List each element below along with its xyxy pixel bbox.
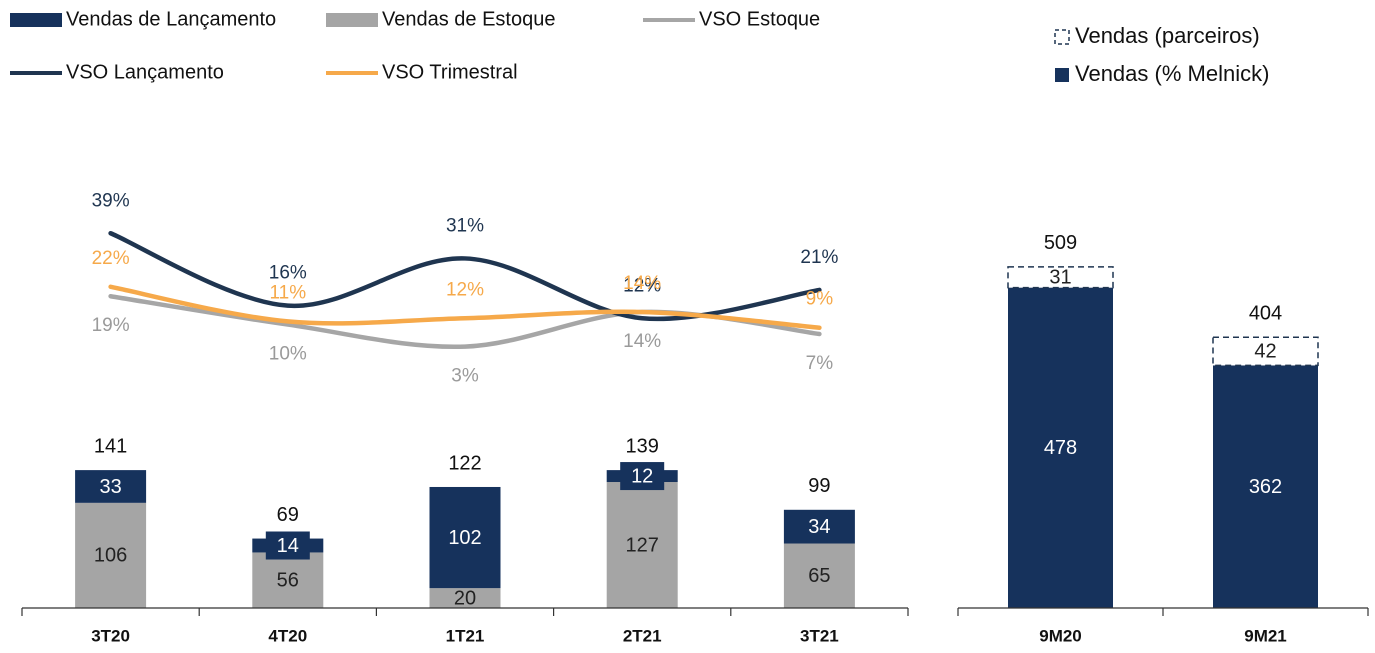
legend-label: VSO Trimestral [382, 61, 518, 83]
legend-label: Vendas de Estoque [382, 8, 555, 30]
line-label: 7% [806, 353, 834, 374]
total-label: 122 [448, 452, 481, 474]
data-label: 106 [94, 545, 127, 567]
data-label: 34 [808, 516, 830, 538]
bar-segment [429, 588, 501, 608]
x-tick-label: 4T20 [268, 626, 307, 645]
line-label: 21% [800, 247, 838, 268]
x-tick-label: 2T21 [623, 626, 662, 645]
line-label: 14% [623, 273, 661, 294]
line-series [108, 293, 822, 350]
data-label: 33 [99, 476, 121, 498]
data-label: 478 [1044, 437, 1077, 459]
line-label: 22% [92, 248, 130, 269]
data-label: 42 [1254, 341, 1276, 363]
data-label: 14 [277, 535, 299, 557]
legend-label: VSO Estoque [699, 8, 820, 30]
x-tick-label: 3T20 [91, 626, 130, 645]
line-label: 12% [446, 279, 484, 300]
x-tick-label: 9M20 [1039, 626, 1082, 645]
line-series [108, 284, 822, 330]
data-label: 12 [631, 465, 653, 487]
data-label: 31 [1049, 267, 1071, 289]
line-label: 10% [269, 344, 307, 365]
legend-label: VSO Lançamento [66, 61, 224, 83]
bar-segment [75, 502, 147, 608]
line-label: 19% [92, 315, 130, 336]
bar-segment [783, 509, 855, 544]
data-label: 65 [808, 565, 830, 587]
legend-label: Vendas de Lançamento [66, 8, 276, 30]
data-label: 56 [277, 570, 299, 592]
legend-label: Vendas (% Melnick) [1075, 61, 1269, 86]
bar-segment [75, 470, 147, 503]
legend-swatch [326, 13, 378, 27]
bar-segment [1213, 365, 1318, 608]
legend-swatch [1055, 68, 1069, 82]
bar-segment [783, 543, 855, 608]
data-label: 362 [1249, 476, 1282, 498]
x-tick-label: 3T21 [800, 626, 839, 645]
total-label: 69 [277, 504, 299, 526]
x-tick-label: 9M21 [1244, 626, 1287, 645]
total-label: 509 [1044, 232, 1077, 254]
legend-swatch [1054, 29, 1070, 45]
line-label: 11% [269, 282, 306, 303]
bar-segment [1008, 287, 1113, 608]
line-label: 14% [623, 331, 661, 352]
bar-segment [252, 552, 324, 608]
legend-swatch [10, 13, 62, 27]
line-label: 12% [623, 275, 661, 296]
bar-segment [1007, 266, 1114, 289]
total-label: 99 [808, 475, 830, 497]
data-label: 127 [626, 534, 659, 556]
label-background [620, 462, 665, 491]
bar-segment [429, 486, 501, 589]
x-tick-label: 1T21 [446, 626, 485, 645]
line-series [108, 230, 822, 322]
label-background [265, 531, 310, 560]
data-label: 20 [454, 587, 476, 609]
line-label: 39% [92, 190, 130, 211]
total-label: 404 [1249, 302, 1282, 324]
legend-label: Vendas (parceiros) [1075, 23, 1260, 48]
data-label: 102 [448, 527, 481, 549]
total-label: 139 [626, 435, 659, 457]
line-label: 16% [269, 263, 307, 284]
bar-segment [1212, 336, 1319, 367]
bar-segment [606, 482, 678, 608]
total-label: 141 [94, 435, 127, 457]
line-label: 3% [451, 366, 479, 387]
line-label: 9% [806, 289, 834, 310]
line-label: 31% [446, 215, 484, 236]
